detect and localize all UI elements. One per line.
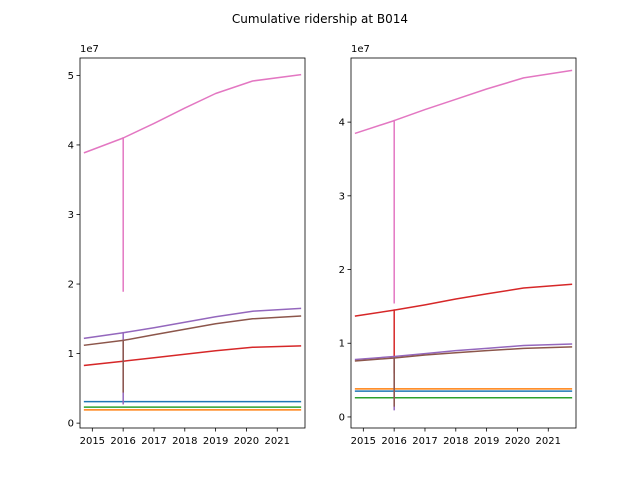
y-tick-label: 0 [68, 419, 74, 430]
x-tick-label: 2015 [80, 436, 105, 447]
y-offset-label: 1e7 [80, 44, 99, 55]
y-tick-label: 2 [339, 265, 345, 276]
series-lines [354, 69, 573, 411]
y-tick-label: 0 [339, 412, 345, 423]
y-tick-label: 5 [68, 71, 74, 82]
series-lines [83, 73, 302, 411]
x-tick-label: 2016 [381, 436, 406, 447]
x-tick-label: 2020 [234, 436, 259, 447]
x-tick-label: 2018 [172, 436, 197, 447]
right-subplot: 2015 2016 2017 2018 2019 2020 2021 0 1 2 3 4 1e7 [339, 44, 577, 447]
left-subplot: 2015 2016 2017 2018 2019 2020 2021 0 1 2 3 4 5 1e7 [68, 44, 306, 447]
x-tick-label: 2015 [351, 436, 376, 447]
y-tick-label: 3 [339, 191, 345, 202]
x-tick-label: 2019 [203, 436, 228, 447]
y-offset-label: 1e7 [351, 44, 370, 55]
y-tick-label: 4 [68, 140, 74, 151]
x-tick-label: 2021 [536, 436, 561, 447]
y-tick-label: 1 [68, 349, 74, 360]
figure-title: Cumulative ridership at B014 [232, 12, 408, 26]
x-tick-label: 2017 [141, 436, 166, 447]
x-tick-label: 2021 [265, 436, 290, 447]
y-tick-label: 1 [339, 339, 345, 350]
x-tick-label: 2020 [505, 436, 530, 447]
y-tick-label: 3 [68, 210, 74, 221]
x-tick-label: 2017 [412, 436, 437, 447]
axes-frame [79, 57, 306, 429]
x-tick-label: 2016 [110, 436, 135, 447]
y-tick-label: 4 [339, 118, 345, 129]
y-tick-label: 2 [68, 280, 74, 291]
x-tick-label: 2019 [474, 436, 499, 447]
axes-frame [350, 57, 577, 429]
x-tick-label: 2018 [443, 436, 468, 447]
